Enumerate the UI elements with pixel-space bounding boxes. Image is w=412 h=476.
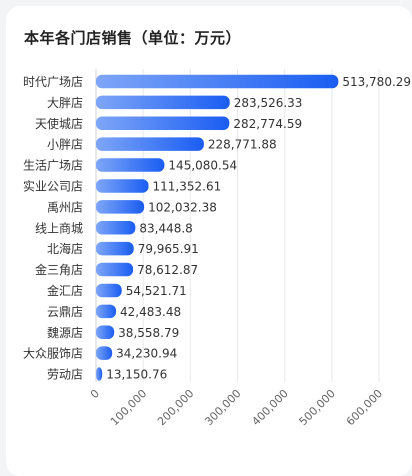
category-labels: 时代广场店大胖店天使城店小胖店生活广场店实业公司店禹州店线上商城北海店金三角店金… bbox=[23, 75, 83, 382]
value-label: 282,774.59 bbox=[233, 117, 302, 131]
bar bbox=[96, 74, 339, 89]
bar bbox=[96, 221, 136, 235]
bar bbox=[96, 116, 230, 130]
value-label: 102,032.38 bbox=[148, 200, 217, 214]
category-label: 大众服饰店 bbox=[23, 347, 83, 361]
bar bbox=[96, 241, 134, 256]
x-tick-label: 300,000 bbox=[202, 387, 243, 428]
bar bbox=[96, 304, 117, 319]
value-label: 79,965.91 bbox=[138, 242, 199, 256]
value-label: 13,150.76 bbox=[106, 368, 167, 382]
category-label: 天使城店 bbox=[35, 116, 83, 131]
bar-chart: 时代广场店大胖店天使城店小胖店生活广场店实业公司店禹州店线上商城北海店金三角店金… bbox=[23, 69, 411, 428]
value-label: 78,612.87 bbox=[137, 263, 198, 277]
category-label: 大胖店 bbox=[47, 96, 83, 110]
bar bbox=[96, 283, 122, 298]
bar bbox=[96, 346, 113, 360]
x-tick-labels: 0 100,000 200,000 300,000 400,000 500,000 600,… bbox=[88, 387, 385, 428]
grid-lines bbox=[95, 69, 380, 382]
x-tick-label: 600,000 bbox=[344, 387, 385, 428]
bar bbox=[96, 137, 204, 151]
value-label: 111,352.61 bbox=[153, 179, 222, 193]
x-tick-label: 100,000 bbox=[108, 387, 149, 428]
bar bbox=[96, 367, 103, 381]
category-label: 禹州店 bbox=[47, 200, 83, 214]
category-label: 金三角店 bbox=[35, 262, 83, 277]
value-label: 513,780.29 bbox=[342, 75, 411, 89]
category-label: 小胖店 bbox=[47, 138, 83, 152]
category-label: 时代广场店 bbox=[23, 75, 83, 89]
value-label: 145,080.54 bbox=[168, 159, 237, 173]
category-label: 生活广场店 bbox=[23, 159, 83, 173]
category-label: 劳动店 bbox=[47, 368, 83, 382]
bar bbox=[96, 262, 134, 277]
category-label: 北海店 bbox=[47, 241, 83, 256]
bar bbox=[96, 200, 145, 214]
category-label: 金汇店 bbox=[47, 283, 83, 298]
category-label: 云鼎店 bbox=[47, 305, 83, 319]
value-label: 228,771.88 bbox=[208, 138, 277, 152]
value-label: 83,448.8 bbox=[139, 221, 192, 235]
bar bbox=[96, 158, 165, 172]
bar bbox=[96, 95, 230, 110]
value-label: 34,230.94 bbox=[116, 347, 177, 361]
chart-title: 本年各门店销售（单位：万元） bbox=[24, 29, 242, 47]
x-tick-label: 0 bbox=[88, 387, 102, 401]
value-label: 54,521.71 bbox=[126, 284, 187, 298]
value-label: 38,558.79 bbox=[118, 326, 179, 340]
bar bbox=[96, 179, 149, 193]
category-label: 线上商城 bbox=[35, 220, 83, 235]
x-tick-label: 400,000 bbox=[249, 387, 290, 428]
value-label: 283,526.33 bbox=[234, 96, 303, 110]
x-tick-label: 200,000 bbox=[155, 387, 196, 428]
category-label: 实业公司店 bbox=[23, 178, 83, 193]
value-labels: 513,780.29 283,526.33 282,774.59 228,771.88… bbox=[106, 75, 411, 382]
bars bbox=[96, 74, 339, 381]
bar bbox=[96, 325, 115, 339]
x-tick-label: 500,000 bbox=[297, 387, 338, 428]
category-label: 魏源店 bbox=[47, 325, 83, 340]
value-label: 42,483.48 bbox=[120, 305, 181, 319]
